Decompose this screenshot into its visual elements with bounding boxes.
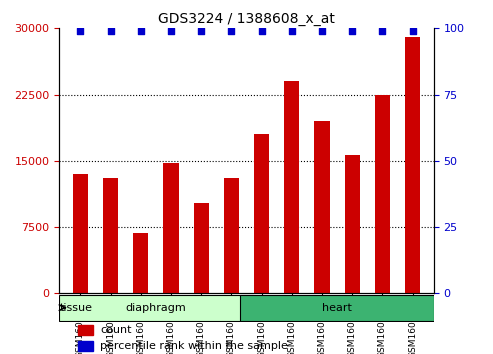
Point — [167, 28, 175, 34]
Point — [76, 28, 84, 34]
Bar — [254, 134, 269, 293]
Bar — [224, 178, 239, 293]
Point — [349, 28, 356, 34]
Point — [106, 28, 114, 34]
Point — [318, 28, 326, 34]
Text: count: count — [101, 325, 132, 335]
Point — [137, 28, 144, 34]
Bar — [78, 341, 93, 351]
Text: tissue: tissue — [60, 303, 93, 313]
Point — [197, 28, 205, 34]
Bar — [163, 163, 178, 293]
FancyBboxPatch shape — [241, 295, 434, 321]
Point — [258, 28, 266, 34]
Point — [409, 28, 417, 34]
Point — [227, 28, 235, 34]
Bar — [133, 233, 148, 293]
Title: GDS3224 / 1388608_x_at: GDS3224 / 1388608_x_at — [158, 12, 335, 26]
Bar — [78, 325, 93, 335]
Text: percentile rank within the sample: percentile rank within the sample — [101, 341, 288, 351]
Point — [288, 28, 296, 34]
Bar — [194, 203, 209, 293]
Text: diaphragm: diaphragm — [126, 303, 186, 313]
Bar — [405, 37, 420, 293]
Bar — [284, 81, 299, 293]
Bar — [103, 178, 118, 293]
Text: heart: heart — [322, 303, 352, 313]
Point — [379, 28, 387, 34]
Bar — [375, 95, 390, 293]
Bar — [315, 121, 330, 293]
Bar — [73, 174, 88, 293]
FancyBboxPatch shape — [59, 295, 252, 321]
Bar — [345, 155, 360, 293]
